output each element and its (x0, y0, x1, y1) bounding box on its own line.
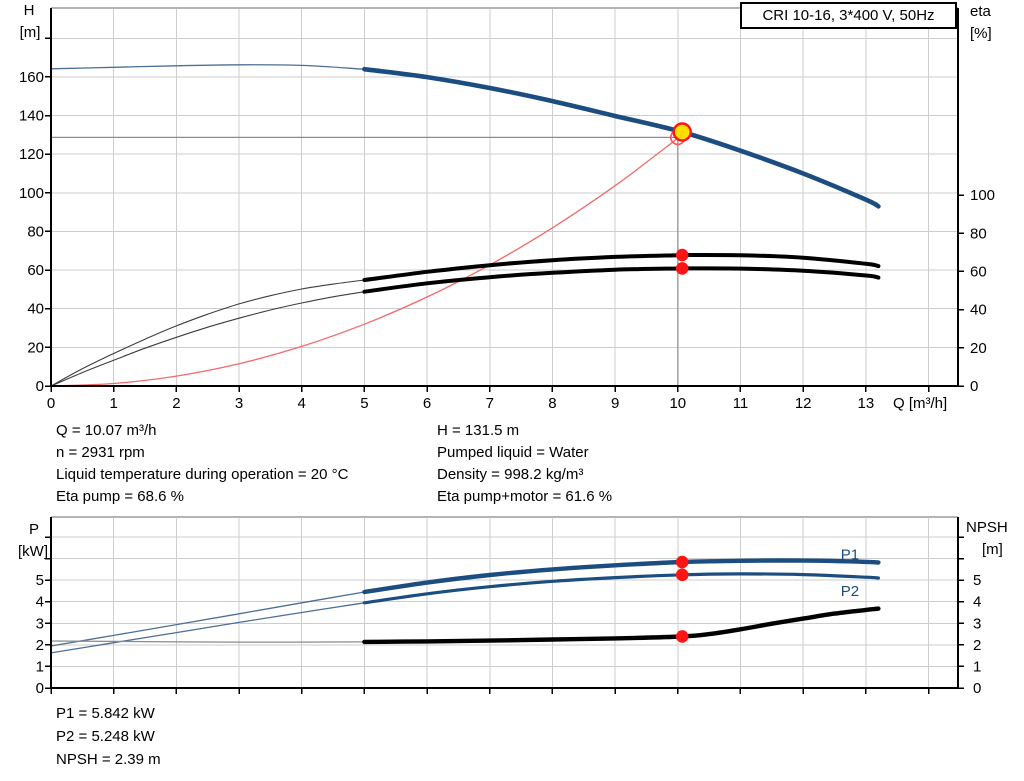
right-axis-title: [%] (970, 25, 992, 42)
svg-text:5: 5 (36, 572, 44, 589)
svg-text:0: 0 (36, 378, 44, 395)
svg-text:80: 80 (27, 223, 44, 240)
operating-point-dot (675, 555, 689, 569)
svg-text:9: 9 (611, 395, 619, 412)
svg-text:40: 40 (970, 302, 987, 319)
duty-result-block-right: H = 131.5 m Pumped liquid = Water Densit… (437, 420, 612, 508)
svg-text:1: 1 (973, 658, 981, 675)
left-axis-title: [kW] (18, 543, 48, 560)
result-p1: P1 = 5.842 kW (56, 705, 155, 722)
svg-text:0: 0 (970, 378, 978, 395)
svg-text:20: 20 (970, 340, 987, 357)
operating-point-dot (675, 630, 689, 643)
result-eta-pump-motor: Eta pump+motor = 61.6 % (437, 488, 613, 505)
qh-curve (362, 66, 881, 209)
series-label-p1: P1 (841, 546, 859, 563)
result-p2: P2 = 5.248 kW (56, 728, 155, 745)
eta-pump-curve-thin (50, 279, 365, 387)
result-q: Q = 10.07 m³/h (56, 422, 157, 439)
svg-text:4: 4 (973, 594, 981, 611)
power-npsh-chart: 0 1 2 3 4 5 0 1 2 3 4 5 P [kW] NPSH [m] P1 P2 (18, 516, 1008, 697)
eta-pump-curve (362, 252, 881, 282)
result-liquid-temperature: Liquid temperature during operation = 20… (56, 466, 349, 483)
svg-text:20: 20 (27, 339, 44, 356)
operating-point-dot (675, 568, 689, 582)
svg-text:0: 0 (47, 395, 55, 412)
svg-text:12: 12 (795, 395, 812, 412)
svg-text:100: 100 (19, 185, 44, 202)
left-axis-title: P (29, 521, 39, 538)
qh-curve-thin (50, 64, 366, 70)
operating-point-dot (675, 262, 689, 275)
result-pumped-liquid: Pumped liquid = Water (437, 444, 589, 461)
svg-text:80: 80 (970, 225, 987, 242)
qh-eta-chart: 0 1 2 3 4 5 6 7 8 9 10 11 12 130204060801001201401600… (19, 2, 995, 412)
svg-text:2: 2 (973, 637, 981, 654)
svg-text:4: 4 (36, 594, 44, 611)
svg-text:1: 1 (36, 658, 44, 675)
svg-text:3: 3 (235, 395, 243, 412)
x-axis-title: Q [m³/h] (893, 395, 947, 412)
result-eta-pump: Eta pump = 68.6 % (56, 488, 184, 505)
p2-curve (362, 572, 880, 605)
svg-text:60: 60 (970, 263, 987, 280)
right-axis-title: eta (970, 3, 992, 20)
right-axis-title: [m] (982, 541, 1003, 558)
svg-text:10: 10 (669, 395, 686, 412)
system-curve (50, 137, 679, 387)
p1-curve (362, 558, 881, 595)
result-h: H = 131.5 m (437, 422, 520, 439)
power-result-block: P1 = 5.842 kW P2 = 5.248 kW NPSH = 2.39 … (56, 702, 161, 771)
svg-text:160: 160 (19, 69, 44, 86)
svg-text:0: 0 (36, 680, 44, 697)
svg-text:2: 2 (36, 637, 44, 654)
p1-curve-thin (50, 591, 366, 647)
npsh-curve (362, 606, 881, 645)
svg-text:5: 5 (360, 395, 368, 412)
svg-text:100: 100 (970, 187, 995, 204)
svg-text:8: 8 (548, 395, 556, 412)
svg-text:5: 5 (973, 572, 981, 589)
result-speed: n = 2931 rpm (56, 444, 145, 461)
svg-text:7: 7 (486, 395, 494, 412)
svg-text:2: 2 (172, 395, 180, 412)
svg-text:4: 4 (298, 395, 306, 412)
svg-text:13: 13 (858, 395, 875, 412)
pump-title-box: CRI 10-16, 3*400 V, 50Hz (740, 2, 957, 29)
svg-text:1: 1 (110, 395, 118, 412)
result-density: Density = 998.2 kg/m³ (437, 466, 584, 483)
duty-result-block-left: Q = 10.07 m³/h n = 2931 rpm Liquid tempe… (56, 420, 348, 508)
svg-text:0: 0 (973, 680, 981, 697)
duty-point-marker[interactable] (672, 122, 692, 142)
svg-text:40: 40 (27, 301, 44, 318)
svg-text:11: 11 (733, 395, 749, 412)
left-axis-title: [m] (20, 24, 41, 41)
svg-text:6: 6 (423, 395, 431, 412)
left-axis-title: H (24, 2, 35, 19)
svg-text:120: 120 (19, 146, 44, 163)
p2-curve-thin (50, 602, 366, 654)
result-npsh: NPSH = 2.39 m (56, 751, 161, 768)
svg-text:60: 60 (27, 262, 44, 279)
operating-point-dot (675, 248, 689, 262)
eta-pump-motor-curve-thin (50, 291, 365, 387)
right-axis-title: NPSH (966, 519, 1008, 536)
series-label-p2: P2 (841, 583, 859, 600)
svg-text:140: 140 (19, 108, 44, 125)
npsh-curve-thin (50, 640, 366, 643)
svg-text:3: 3 (973, 615, 981, 632)
svg-text:3: 3 (36, 615, 44, 632)
